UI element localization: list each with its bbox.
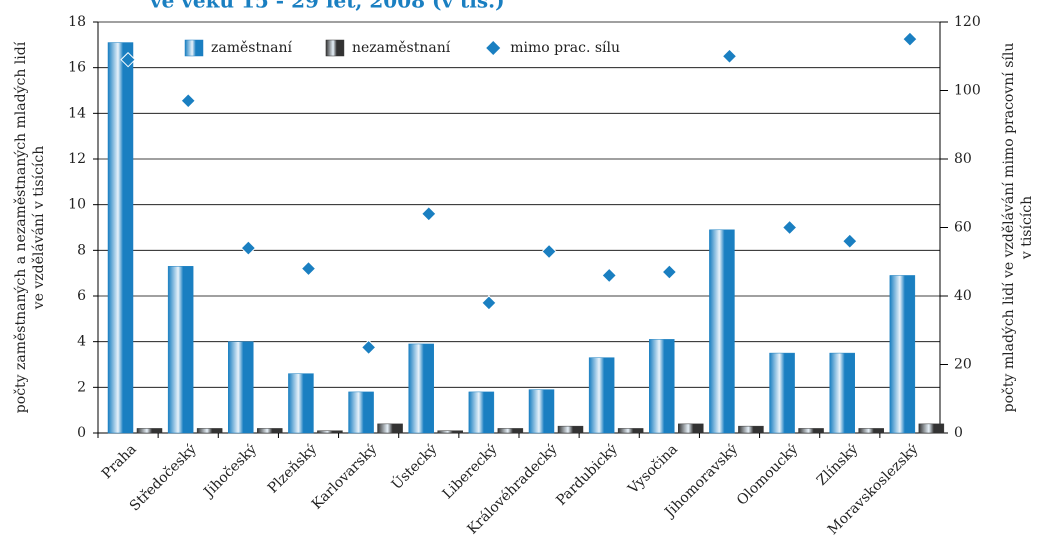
point <box>421 206 437 222</box>
bar <box>107 42 134 434</box>
bar <box>257 428 283 434</box>
y-tick-label: 18 <box>68 14 86 30</box>
y-tick-label: 16 <box>68 60 86 76</box>
point <box>902 31 918 47</box>
bar <box>649 339 675 434</box>
y2-tick-label: 120 <box>954 14 981 30</box>
bar <box>557 425 584 434</box>
point <box>180 93 196 109</box>
point <box>601 267 617 284</box>
bar <box>497 428 524 434</box>
y-tick-label: 8 <box>77 242 86 258</box>
x-tick-label: Praha <box>99 441 140 482</box>
x-tick-label: Vysočina <box>625 441 681 497</box>
x-tick-label: Ústecký <box>387 440 440 493</box>
point <box>661 264 678 280</box>
y2-tick-label: 100 <box>954 83 981 99</box>
bar <box>437 430 463 434</box>
y-tick-label: 0 <box>77 425 86 441</box>
legend-swatch <box>325 39 345 57</box>
bar <box>889 275 916 434</box>
y-tick-label: 14 <box>68 105 86 121</box>
bar <box>317 430 343 434</box>
legend-swatch <box>486 41 501 55</box>
bar <box>408 343 434 434</box>
x-tick-label: Jihočeský <box>199 441 260 502</box>
y2-tick-label: 20 <box>954 357 972 373</box>
point <box>721 48 738 64</box>
x-tick-label: Pardubický <box>553 441 621 509</box>
y-tick-label: 6 <box>77 288 86 304</box>
y-tick-label: 10 <box>68 197 86 213</box>
y-tick-label: 12 <box>68 151 86 167</box>
bar <box>228 341 254 434</box>
bar <box>196 428 223 434</box>
legend-swatch <box>184 39 204 57</box>
bar <box>468 391 495 434</box>
axis-label-line: v tisících <box>1019 196 1035 260</box>
legend-label: zaměstnaní <box>211 40 292 56</box>
bar <box>918 423 945 434</box>
legend-label: mimo prac. sílu <box>510 40 620 56</box>
bar <box>738 425 764 434</box>
axis-label: počty zaměstnaných a nezaměstnaných mlad… <box>12 41 47 413</box>
bar <box>377 423 403 434</box>
bar <box>167 266 194 434</box>
point <box>300 260 317 277</box>
point <box>481 295 497 311</box>
y2-tick-label: 40 <box>954 288 972 304</box>
point <box>120 51 136 68</box>
y2-tick-label: 0 <box>954 425 963 441</box>
axis-label: počty mladých lidí ve vzdělávání mimo pr… <box>1000 43 1035 413</box>
point <box>541 243 557 260</box>
x-tick-label: Plzeňský <box>264 441 320 497</box>
point <box>360 339 377 356</box>
x-tick-label: Liberecký <box>439 441 501 503</box>
point <box>781 219 798 236</box>
y-tick-label: 4 <box>77 334 86 350</box>
axis-label-line: ve vzdělávání v tisících <box>31 146 47 311</box>
bar <box>288 373 314 434</box>
bar <box>769 352 795 434</box>
bar <box>709 229 735 434</box>
point <box>842 233 858 249</box>
bar <box>528 389 555 434</box>
y2-tick-label: 80 <box>954 151 972 167</box>
axis-label-line: počty mladých lidí ve vzdělávání mimo pr… <box>1000 43 1017 413</box>
bar <box>829 352 855 434</box>
bar <box>858 428 884 434</box>
x-tick-label: Zlínský <box>813 441 861 489</box>
bar <box>798 428 824 434</box>
bar <box>617 428 644 434</box>
bar <box>678 423 704 434</box>
axis-label-line: počty zaměstnaných a nezaměstnaných mlad… <box>12 41 29 413</box>
x-tick-label: Olomoucký <box>733 441 801 509</box>
bar <box>588 357 615 434</box>
legend-label: nezaměstnaní <box>352 40 451 56</box>
bar <box>136 428 163 434</box>
y2-tick-label: 60 <box>954 220 972 236</box>
bar <box>348 391 374 434</box>
chart-title: ve věku 15 - 29 let, 2008 (v tis.) <box>149 0 505 13</box>
point <box>240 240 257 256</box>
y-tick-label: 2 <box>77 379 86 395</box>
x-tick-label: Karlovarský <box>308 441 380 513</box>
